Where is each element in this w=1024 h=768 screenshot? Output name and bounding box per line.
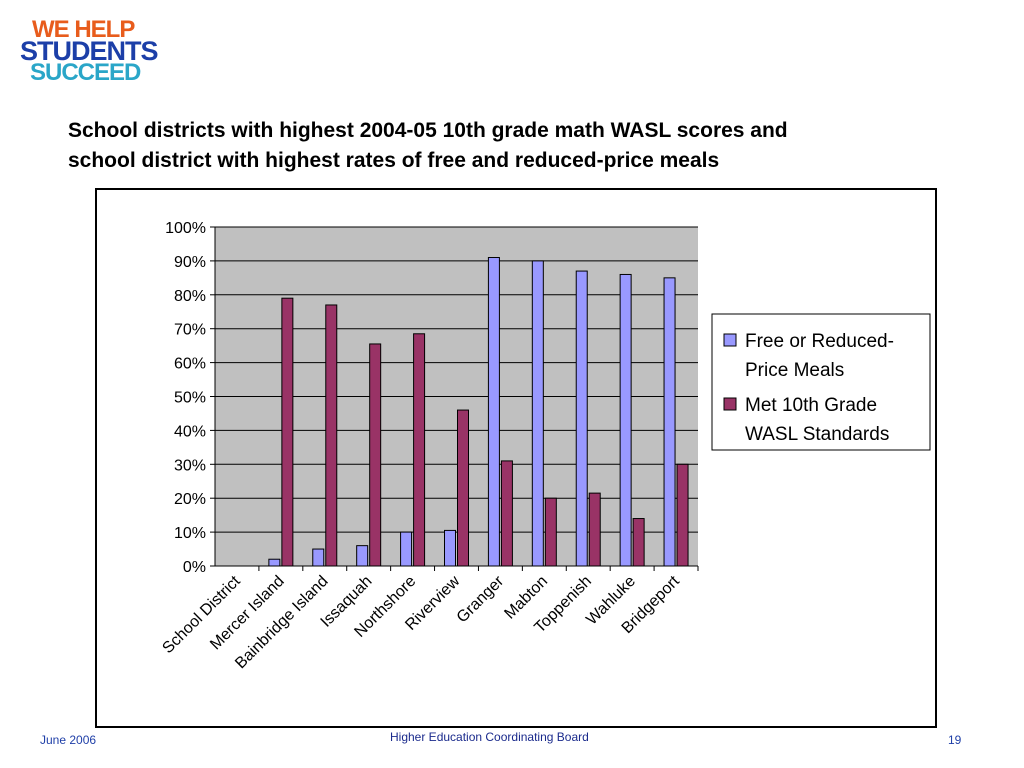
y-tick-label: 50% — [174, 390, 206, 407]
legend-label: WASL Standards — [745, 424, 889, 445]
bar-met-wasl-standards — [676, 463, 689, 567]
y-tick-label: 30% — [174, 457, 206, 474]
logo-line-1: WE HELP — [32, 16, 135, 43]
bar-free-reduced-meals — [575, 270, 588, 567]
legend-swatch — [723, 397, 737, 411]
bar-free-reduced-meals — [356, 545, 369, 567]
y-tick-label: 100% — [165, 220, 206, 237]
footer-page-number: 19 — [948, 733, 962, 747]
y-tick-label: 10% — [174, 525, 206, 542]
bar-met-wasl-standards — [369, 343, 382, 567]
legend-label: Free or Reduced- — [745, 331, 894, 352]
y-tick-label: 60% — [174, 356, 206, 373]
we-help-students-succeed-logo: WE HELP STUDENTS SUCCEED — [20, 16, 180, 86]
bar-met-wasl-standards — [325, 304, 338, 567]
bar-chart: 0% 10% 20% 30% 40% 50% 60% 70% 80% 90% 100% School … — [159, 220, 931, 672]
bar-met-wasl-standards — [632, 518, 645, 567]
bar-free-reduced-meals — [400, 531, 413, 567]
bar-free-reduced-meals — [487, 257, 500, 567]
bar-met-wasl-standards — [457, 409, 469, 567]
bar-met-wasl-standards — [500, 460, 513, 567]
bar-free-reduced-meals — [444, 529, 456, 567]
plot-area: 0% 10% 20% 30% 40% 50% 60% 70% 80% 90% 100% School … — [159, 220, 699, 672]
slide-title: School districts with highest 2004-05 10… — [68, 116, 968, 176]
bar-met-wasl-standards — [544, 497, 557, 567]
y-tick-label: 20% — [174, 491, 206, 508]
legend-swatch — [723, 333, 737, 347]
chart-frame: 0% 10% 20% 30% 40% 50% 60% 70% 80% 90% 100% School … — [95, 188, 937, 728]
logo-line-2: STUDENTS — [20, 36, 159, 66]
logo-line-3: SUCCEED — [30, 59, 141, 86]
slide-title-line-1: School districts with highest 2004-05 10… — [68, 119, 788, 142]
bar-free-reduced-meals — [268, 558, 281, 567]
y-tick-label: 70% — [174, 322, 206, 339]
bar-met-wasl-standards — [281, 297, 294, 567]
footer-organization: Higher Education Coordinating Board — [390, 730, 589, 744]
slide-title-line-2: school district with highest rates of fr… — [68, 149, 720, 172]
bar-free-reduced-meals — [619, 273, 632, 567]
legend-box — [711, 313, 931, 451]
legend-label: Price Meals — [745, 360, 844, 381]
y-tick-label: 40% — [174, 423, 206, 440]
bar-free-reduced-meals — [312, 548, 325, 567]
bar-free-reduced-meals — [663, 277, 676, 567]
legend-label: Met 10th Grade — [745, 395, 877, 416]
footer-date: June 2006 — [40, 733, 97, 747]
bar-met-wasl-standards — [588, 492, 601, 567]
y-tick-label: 0% — [183, 559, 206, 576]
y-tick-label: 90% — [174, 254, 206, 271]
chart-legend: Free or Reduced- Price Meals Met 10th Grad… — [711, 313, 931, 451]
y-tick-label: 80% — [174, 288, 206, 305]
bar-met-wasl-standards — [413, 333, 426, 567]
x-tick-label: Granger — [454, 572, 508, 626]
x-tick-label: School District — [159, 572, 244, 657]
bar-free-reduced-meals — [531, 260, 544, 567]
